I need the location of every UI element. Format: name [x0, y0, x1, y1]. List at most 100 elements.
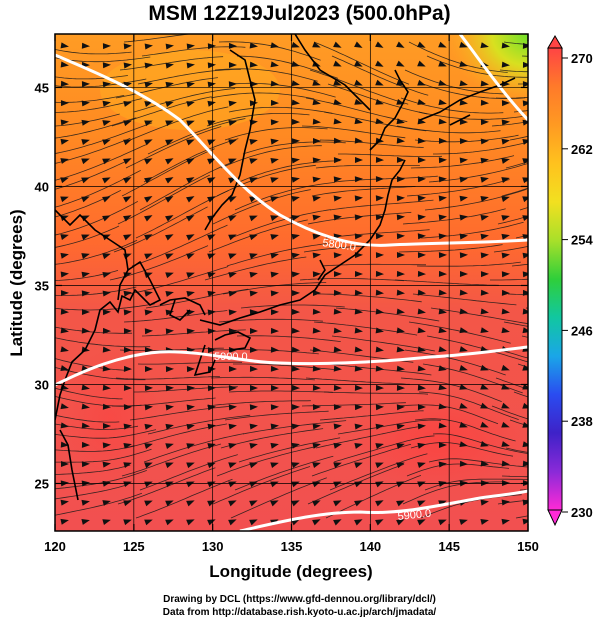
wind-arrow — [396, 195, 405, 202]
wind-arrow — [123, 423, 132, 430]
wind-arrow — [522, 460, 528, 467]
wind-arrow — [291, 233, 300, 240]
wind-arrow — [228, 404, 237, 411]
wind-arrow — [291, 346, 300, 353]
wind-arrow — [123, 196, 132, 203]
wind-arrow — [501, 100, 510, 107]
wind-arrow — [186, 253, 195, 260]
wind-arrow — [228, 42, 237, 49]
wind-arrow — [228, 119, 237, 126]
wind-arrow — [249, 271, 258, 278]
wind-arrow — [60, 441, 69, 448]
wind-arrow — [165, 423, 174, 430]
streamline — [139, 161, 233, 211]
wind-arrow — [438, 60, 447, 67]
streamline — [420, 221, 524, 239]
wind-arrow — [123, 158, 132, 165]
wind-arrow — [501, 252, 510, 259]
wind-arrow — [522, 61, 528, 68]
wind-arrow — [375, 462, 384, 469]
wind-arrow — [375, 327, 384, 334]
streamline — [55, 117, 137, 139]
wind-arrow — [186, 500, 195, 507]
streamline — [224, 127, 328, 141]
wind-arrow — [375, 214, 384, 221]
streamline — [55, 367, 146, 381]
wind-arrow — [312, 80, 321, 86]
wind-arrow — [417, 137, 426, 144]
streamline — [416, 261, 521, 267]
streamline — [325, 229, 430, 239]
wind-arrow — [291, 404, 300, 411]
streamline — [125, 126, 222, 169]
wind-arrow — [522, 158, 528, 165]
wind-arrow — [60, 499, 69, 506]
streamline — [406, 463, 510, 477]
wind-arrow — [459, 195, 468, 202]
streamline — [301, 125, 406, 139]
wind-arrow — [186, 462, 195, 469]
streamline — [430, 307, 528, 325]
streamline — [121, 148, 215, 197]
wind-arrow — [123, 215, 132, 222]
wind-arrow — [333, 176, 342, 183]
wind-arrow — [228, 366, 237, 373]
wind-arrow — [291, 41, 300, 48]
wind-arrow — [312, 137, 321, 144]
wind-arrow — [228, 139, 237, 146]
streamline — [113, 206, 208, 253]
streamline — [55, 225, 120, 248]
wind-arrow — [60, 158, 69, 164]
wind-arrow — [438, 519, 447, 526]
wind-arrow — [396, 308, 405, 315]
wind-arrow — [165, 120, 174, 127]
wind-arrow — [102, 253, 111, 260]
streamline — [499, 69, 528, 73]
wind-arrow — [102, 346, 111, 353]
wind-arrow — [186, 177, 195, 184]
streamline — [55, 423, 139, 430]
streamline — [137, 361, 243, 365]
wind-arrow — [354, 462, 363, 469]
wind-arrow — [144, 253, 153, 260]
wind-arrow — [333, 442, 342, 449]
streamline — [493, 245, 528, 253]
wind-arrow — [60, 177, 69, 184]
streamline — [400, 377, 502, 402]
wind-arrow — [270, 365, 279, 372]
y-tick-label: 45 — [35, 80, 49, 95]
wind-arrow — [312, 252, 321, 259]
wind-arrow — [333, 252, 342, 259]
streamline — [499, 349, 528, 359]
wind-arrow — [417, 481, 426, 488]
wind-arrow — [249, 328, 258, 335]
wind-arrow — [417, 270, 426, 277]
streamline — [137, 69, 241, 85]
wind-arrow — [81, 234, 90, 241]
wind-arrow — [81, 499, 90, 506]
streamline — [428, 162, 528, 183]
wind-arrow — [396, 519, 405, 526]
wind-arrow — [522, 499, 528, 506]
wind-arrow — [165, 62, 174, 69]
wind-arrow — [207, 290, 216, 297]
wind-arrow — [354, 423, 363, 430]
wind-arrow — [186, 366, 195, 373]
wind-arrow — [501, 402, 510, 409]
wind-arrow — [186, 43, 195, 50]
wind-arrow — [354, 327, 363, 334]
wind-arrow — [480, 157, 489, 164]
colorbar-bottom-arrow — [547, 509, 563, 527]
wind-arrow — [270, 215, 279, 222]
wind-arrow — [438, 403, 447, 410]
wind-arrow — [438, 346, 447, 353]
wind-arrow — [354, 289, 363, 296]
streamline — [55, 429, 157, 439]
streamline — [220, 145, 322, 169]
wind-arrow — [459, 176, 468, 183]
wind-arrow — [312, 423, 321, 430]
wind-arrow — [522, 308, 528, 315]
wind-arrow — [480, 460, 489, 467]
wind-arrow — [186, 272, 195, 279]
wind-arrow — [396, 346, 405, 353]
